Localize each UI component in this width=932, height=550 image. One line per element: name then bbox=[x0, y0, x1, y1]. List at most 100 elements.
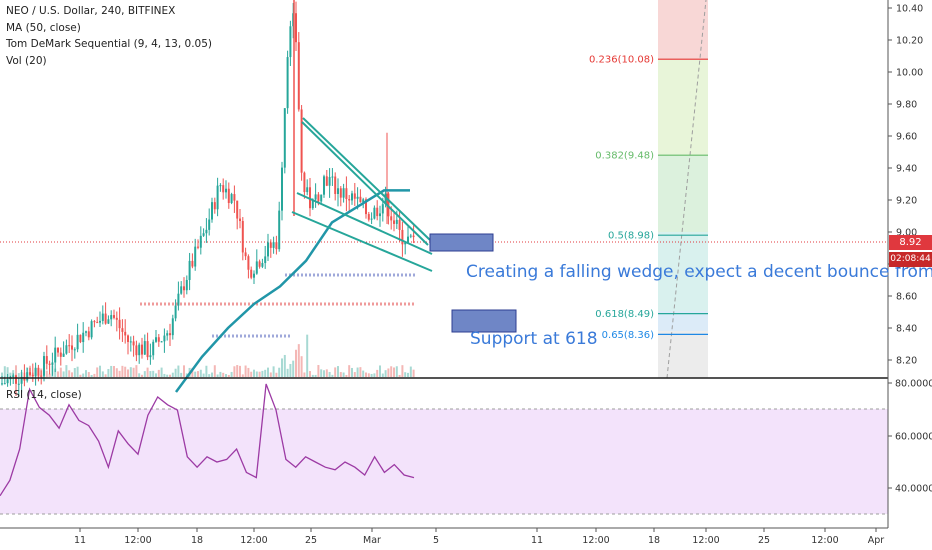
fib-level-label: 0.382(9.48) bbox=[595, 151, 654, 162]
rsi-axis[interactable]: 80.0000 60.0000 40.0000 bbox=[888, 379, 932, 495]
legend-vol[interactable]: Vol (20) bbox=[6, 54, 47, 67]
candle-body bbox=[247, 256, 250, 270]
volume-bar bbox=[143, 371, 146, 377]
volume-bar bbox=[216, 374, 219, 377]
volume-bar bbox=[365, 372, 367, 377]
volume-bar bbox=[118, 370, 121, 377]
volume-bar bbox=[303, 372, 306, 377]
candle-body bbox=[26, 372, 29, 381]
volume-bar bbox=[272, 366, 275, 377]
candle-body bbox=[258, 261, 261, 267]
wedge-middle-line[interactable] bbox=[296, 192, 433, 255]
volume-bar bbox=[269, 372, 272, 377]
legend-symbol[interactable]: NEO / U.S. Dollar, 240, BITFINEX bbox=[6, 5, 176, 17]
volume-bar bbox=[202, 373, 205, 377]
fib-trend-line[interactable] bbox=[666, 0, 707, 379]
wedge-annotation[interactable]: Creating a falling wedge, expect a decen… bbox=[466, 262, 932, 282]
candle-body bbox=[250, 269, 253, 278]
time-tick-label: 11 bbox=[531, 535, 543, 546]
wedge-upper-line-2[interactable] bbox=[301, 121, 429, 246]
volume-bar bbox=[359, 367, 362, 377]
volume-bar bbox=[87, 372, 90, 377]
fib-level-label: 0.618(8.49) bbox=[595, 309, 654, 320]
candle-body bbox=[93, 321, 96, 323]
volume-bar bbox=[110, 365, 113, 377]
candle-body bbox=[278, 210, 281, 250]
candle-body bbox=[314, 194, 317, 200]
candle-body bbox=[17, 383, 20, 385]
volume-bar bbox=[309, 371, 311, 377]
candle-body bbox=[216, 185, 219, 210]
volume-bar bbox=[379, 365, 381, 377]
candle-body bbox=[71, 345, 73, 350]
volume-bar bbox=[104, 374, 107, 377]
candle-body bbox=[342, 188, 345, 198]
volume-bar bbox=[17, 373, 20, 377]
candle-body bbox=[183, 286, 185, 291]
candle-body bbox=[233, 194, 236, 201]
support-box[interactable] bbox=[451, 309, 517, 333]
candle-body bbox=[387, 193, 390, 217]
volume-bar bbox=[314, 374, 317, 377]
volume-bar bbox=[351, 367, 353, 377]
candle-body bbox=[362, 199, 365, 203]
volume-bar bbox=[15, 365, 17, 377]
volume-bar bbox=[345, 374, 348, 377]
candle-body bbox=[51, 362, 54, 365]
candle-body bbox=[199, 235, 202, 248]
candle-body bbox=[85, 331, 87, 333]
support-annotation[interactable]: Support at 618 bbox=[470, 329, 598, 349]
price-tick-label: 8.60 bbox=[896, 292, 917, 303]
candle-body bbox=[306, 187, 309, 193]
candle-body bbox=[328, 176, 331, 186]
candle-body bbox=[267, 242, 269, 257]
candle-body bbox=[82, 332, 85, 343]
volume-bar bbox=[325, 369, 328, 377]
price-tick-label: 10.20 bbox=[896, 36, 923, 47]
target-box[interactable] bbox=[429, 233, 494, 252]
candle-body bbox=[289, 26, 292, 58]
volume-bar bbox=[264, 369, 267, 377]
candlesticks[interactable] bbox=[1, 0, 415, 397]
volume-bar bbox=[171, 372, 174, 377]
rsi-line[interactable] bbox=[0, 383, 415, 497]
time-tick-label: 12:00 bbox=[582, 535, 609, 546]
volume-bar bbox=[241, 374, 244, 377]
candle-body bbox=[239, 218, 241, 222]
volume-bar bbox=[267, 367, 269, 377]
current-price-tag: 8.92 bbox=[889, 235, 932, 250]
price-tick-label: 9.20 bbox=[896, 196, 917, 207]
candle-body bbox=[370, 218, 373, 220]
candle-body bbox=[281, 167, 283, 211]
candle-body bbox=[261, 263, 264, 267]
candle-body bbox=[393, 220, 395, 224]
candle-body bbox=[337, 188, 339, 194]
wedge-lower-line[interactable] bbox=[291, 211, 433, 272]
volume-bar bbox=[138, 373, 141, 377]
fib-level-label: 0.236(10.08) bbox=[589, 55, 654, 66]
legend-rsi[interactable]: RSI (14, close) bbox=[6, 389, 82, 401]
wedge-upper-line[interactable] bbox=[302, 117, 431, 241]
volume-bar bbox=[93, 373, 96, 377]
volume-bar bbox=[362, 370, 365, 377]
volume-bar bbox=[404, 372, 407, 377]
time-axis[interactable]: 11 12:00 18 12:00 25 Mar 5 11 12:00 18 12:00 25 12:0… bbox=[74, 528, 884, 546]
candle-body bbox=[174, 305, 177, 319]
candle-body bbox=[325, 176, 328, 186]
candle-body bbox=[283, 108, 286, 168]
candle-body bbox=[269, 242, 272, 248]
ma-50-line[interactable] bbox=[174, 189, 410, 393]
volume-bar bbox=[278, 367, 281, 377]
candle-body bbox=[208, 219, 211, 230]
candle-body bbox=[6, 379, 9, 384]
volume-bar bbox=[233, 366, 236, 377]
candle-body bbox=[311, 199, 314, 209]
price-axis[interactable]: 10.4010.2010.009.809.609.409.209.008.808… bbox=[888, 4, 923, 367]
legend-td[interactable]: Tom DeMark Sequential (9, 4, 13, 0.05) bbox=[6, 38, 212, 50]
fibonacci-zones[interactable] bbox=[658, 0, 708, 378]
candle-body bbox=[166, 333, 169, 336]
legend-ma[interactable]: MA (50, close) bbox=[6, 21, 81, 34]
volume-bar bbox=[180, 372, 183, 377]
